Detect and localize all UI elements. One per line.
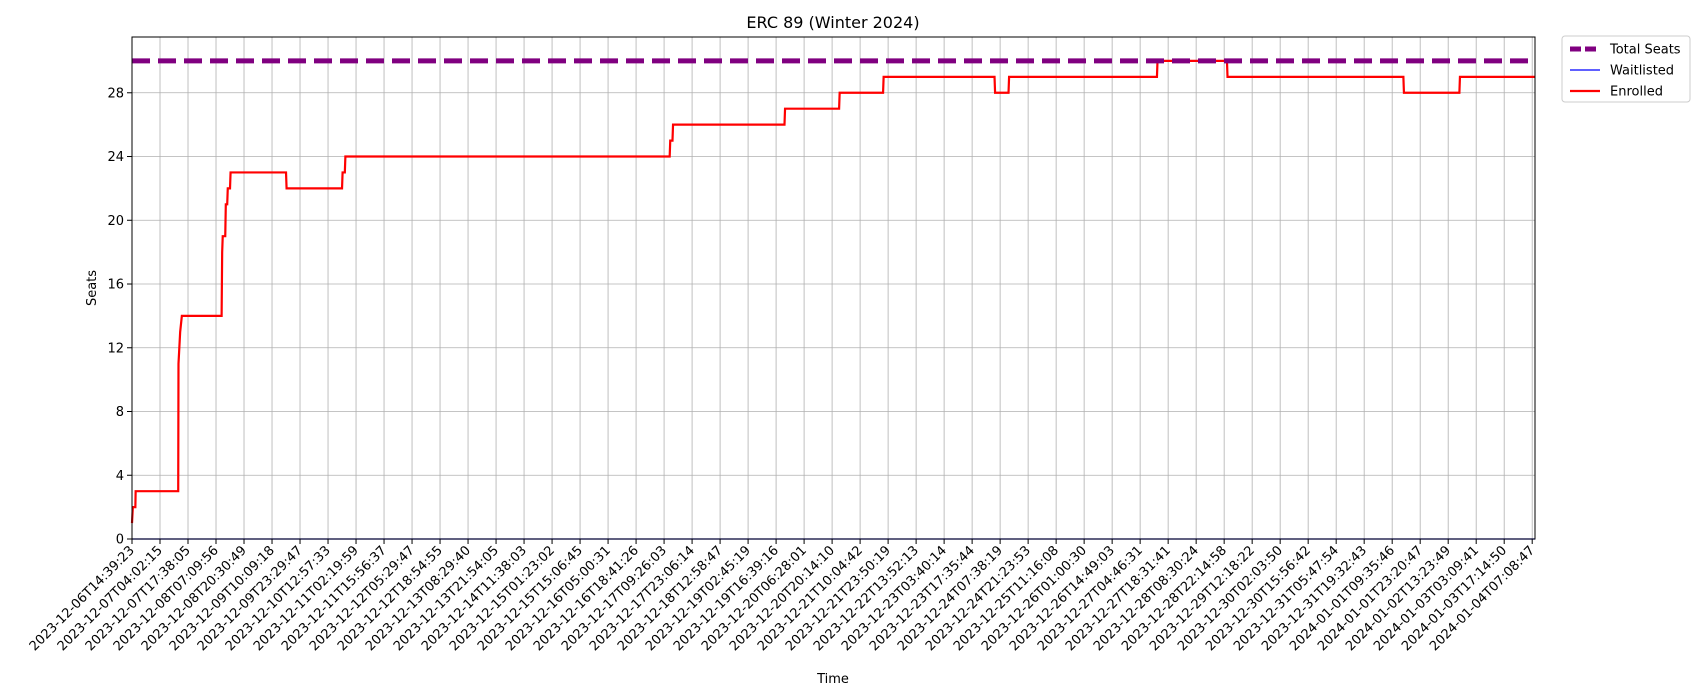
legend: Total Seats Waitlisted Enrolled bbox=[1561, 35, 1691, 103]
y-tick-label: 12 bbox=[107, 341, 124, 356]
y-axis-label: Seats bbox=[85, 270, 100, 306]
x-axis: 2023-12-06T14:39:232023-12-07T04:02:1520… bbox=[27, 539, 1538, 654]
grid bbox=[131, 37, 1535, 540]
y-axis: 0 4 8 12 16 20 24 28 bbox=[107, 86, 132, 548]
legend-label: Waitlisted bbox=[1610, 64, 1674, 79]
y-tick-label: 4 bbox=[116, 469, 124, 484]
x-axis-label: Time bbox=[816, 672, 849, 687]
y-tick-label: 20 bbox=[107, 214, 124, 229]
y-tick-label: 16 bbox=[107, 278, 124, 293]
series-line-enrolled bbox=[130, 59, 1535, 524]
y-tick-label: 8 bbox=[116, 405, 124, 420]
legend-label: Enrolled bbox=[1610, 85, 1663, 100]
plot-frame bbox=[131, 36, 1536, 540]
chart-title: ERC 89 (Winter 2024) bbox=[746, 13, 919, 32]
y-tick-label: 0 bbox=[116, 533, 124, 548]
legend-label: Total Seats bbox=[1609, 43, 1681, 58]
legend-box bbox=[1561, 35, 1691, 103]
plot-area bbox=[130, 58, 1535, 540]
y-tick-label: 28 bbox=[107, 86, 124, 101]
y-tick-label: 24 bbox=[107, 150, 124, 165]
